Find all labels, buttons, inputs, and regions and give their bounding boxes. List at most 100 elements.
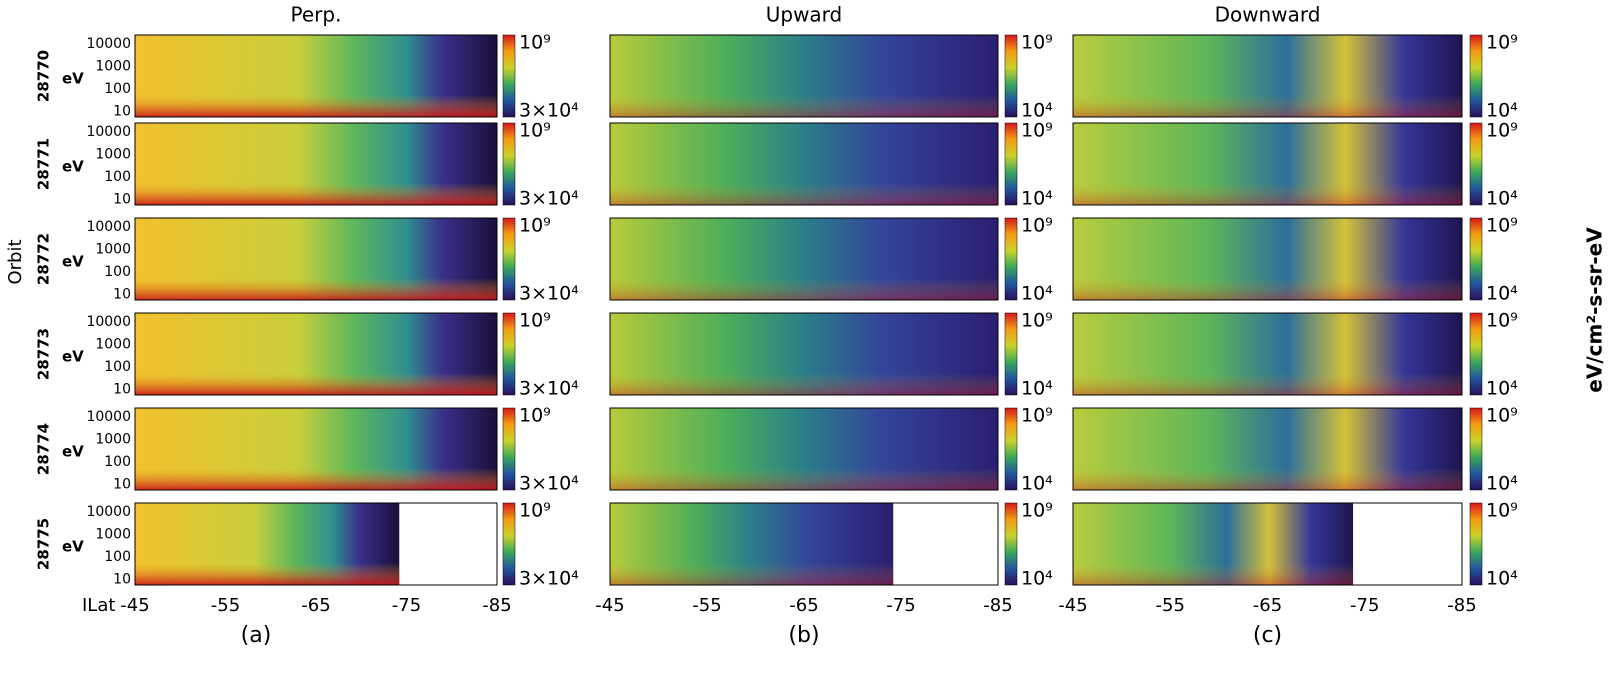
colorbar-max: 10⁹ [519, 405, 551, 427]
row-unit: eV [62, 253, 84, 271]
y-tick-label: 1000 [95, 59, 131, 75]
colorbar [502, 122, 516, 206]
colorbar-max: 10⁹ [1486, 310, 1518, 332]
y-tick-label: 10000 [86, 124, 131, 140]
low-energy-band [1073, 278, 1462, 300]
colorbar-max: 10⁹ [519, 310, 551, 332]
x-tick-label: -75 [886, 595, 915, 616]
colorbar-min: 3×10⁴ [519, 188, 579, 210]
orbit-label: 28771 [35, 138, 53, 190]
column-title: Upward [766, 3, 843, 27]
colorbar [502, 217, 516, 301]
colorbar [1469, 122, 1483, 206]
colorbar-min: 3×10⁴ [519, 378, 579, 400]
colorbar-max: 10⁹ [519, 500, 551, 522]
x-tick-label: -65 [1253, 595, 1282, 616]
y-tick-label: 1000 [95, 242, 131, 258]
column-title: Perp. [291, 3, 342, 27]
colorbar-max: 10⁹ [1021, 405, 1053, 427]
x-tick-label: -55 [692, 595, 721, 616]
colorbar-min: 10⁴ [1021, 188, 1053, 210]
x-tick-label: -65 [789, 595, 818, 616]
panel-frame [134, 312, 498, 396]
colorbar-max: 10⁹ [1021, 215, 1053, 237]
colorbar [502, 34, 516, 118]
colorbar-min: 10⁴ [1021, 568, 1053, 590]
y-tick-label: 10 [113, 382, 131, 398]
colorbar-min: 10⁴ [1021, 283, 1053, 305]
low-energy-band [135, 183, 497, 205]
low-energy-band [610, 563, 894, 585]
panel-frame [1072, 217, 1463, 301]
y-tick-label: 10000 [86, 314, 131, 330]
low-energy-band [610, 95, 998, 117]
colorbar-min: 3×10⁴ [519, 283, 579, 305]
x-tick-label: -45 [120, 595, 149, 616]
low-energy-band [1073, 563, 1354, 585]
colorbar-min: 10⁴ [1486, 283, 1518, 305]
colorbar-min: 3×10⁴ [519, 568, 579, 590]
colorbar [502, 502, 516, 586]
low-energy-band [1073, 183, 1462, 205]
colorbar-max: 10⁹ [1021, 32, 1053, 54]
panel-frame [1072, 34, 1463, 118]
x-tick-label: -85 [1447, 595, 1476, 616]
colorbar-max: 10⁹ [1021, 310, 1053, 332]
panel-frame [134, 502, 498, 586]
y-tick-label: 10 [113, 477, 131, 493]
colorbar-min: 10⁴ [1021, 100, 1053, 122]
orbit-label: 28773 [35, 328, 53, 380]
colorbar-max: 10⁹ [1486, 120, 1518, 142]
colorbar [1469, 407, 1483, 491]
colorbar [1004, 217, 1018, 301]
colorbar-min: 10⁴ [1486, 188, 1518, 210]
orbit-label: 28774 [35, 423, 53, 475]
orbit-label: 28772 [35, 233, 53, 285]
low-energy-band [135, 468, 497, 490]
y-tick-label: 10000 [86, 219, 131, 235]
y-tick-label: 1000 [95, 527, 131, 543]
low-energy-band [135, 563, 400, 585]
colorbar [1469, 217, 1483, 301]
y-tick-label: 10000 [86, 409, 131, 425]
row-unit: eV [62, 538, 84, 556]
row-unit: eV [62, 443, 84, 461]
colorbar-max: 10⁹ [519, 32, 551, 54]
x-tick-label: -45 [1058, 595, 1087, 616]
panel-frame [609, 502, 999, 586]
panel-frame [609, 407, 999, 491]
colorbar-min: 10⁴ [1486, 473, 1518, 495]
panel-frame [609, 34, 999, 118]
y-tick-label: 100 [104, 549, 131, 565]
low-energy-band [135, 95, 497, 117]
panel-frame [1072, 407, 1463, 491]
panel-frame [134, 122, 498, 206]
panel-label: (c) [1253, 623, 1282, 648]
colorbar [1004, 122, 1018, 206]
y-tick-label: 1000 [95, 432, 131, 448]
low-energy-band [610, 468, 998, 490]
panels: Perp. 10⁹ 3×10⁴ 10000 1000 100 10 eV 28770 10⁹ 3×1… [5, 3, 1607, 649]
x-axis-label: ILat [82, 595, 115, 616]
x-tick-label: -45 [595, 595, 624, 616]
panel-frame [1072, 122, 1463, 206]
colorbar-label: eV/cm²-s-sr-eV [1583, 227, 1607, 393]
colorbar-min: 3×10⁴ [519, 473, 579, 495]
colorbar-max: 10⁹ [519, 120, 551, 142]
panel-frame [1072, 502, 1463, 586]
colorbar [1004, 502, 1018, 586]
panel-frame [134, 34, 498, 118]
low-energy-band [135, 278, 497, 300]
orbit-label: 28770 [35, 50, 53, 102]
y-tick-label: 10 [113, 287, 131, 303]
colorbar-min: 10⁴ [1021, 378, 1053, 400]
y-axis-label: Orbit [5, 239, 26, 284]
x-tick-label: -75 [392, 595, 421, 616]
colorbar-min: 10⁴ [1486, 100, 1518, 122]
colorbar-min: 10⁴ [1486, 568, 1518, 590]
y-tick-label: 100 [104, 264, 131, 280]
x-tick-label: -55 [1156, 595, 1185, 616]
panel-frame [134, 217, 498, 301]
colorbar-max: 10⁹ [1021, 500, 1053, 522]
colorbar-min: 10⁴ [1486, 378, 1518, 400]
